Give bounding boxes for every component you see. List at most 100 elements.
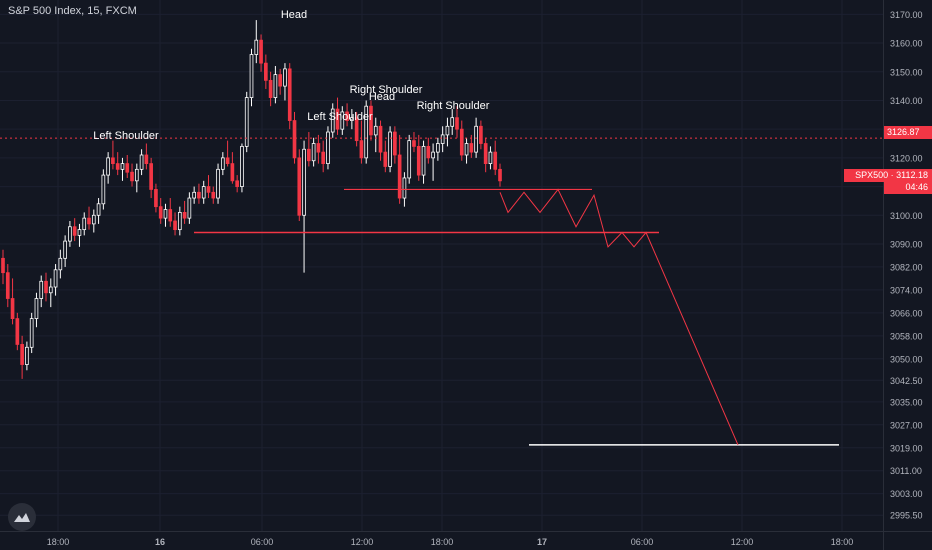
candle-down	[345, 111, 349, 121]
candle-down	[369, 105, 373, 136]
candle-down	[211, 191, 216, 199]
candle-down	[125, 163, 130, 173]
candle-down	[149, 163, 153, 190]
candle-up	[421, 145, 426, 176]
candle-up	[244, 97, 249, 147]
candle-up	[240, 145, 244, 187]
candle-down	[168, 209, 173, 222]
candle-down	[479, 125, 483, 144]
candle-up	[273, 74, 278, 98]
candle-up	[488, 151, 493, 165]
candle-up	[436, 143, 440, 153]
candle-up	[330, 108, 335, 133]
x-tick-label: 12:00	[731, 537, 754, 547]
candle-down	[10, 298, 15, 320]
candle-up	[163, 209, 168, 219]
candle-down	[197, 191, 201, 199]
y-tick-label: 3011.00	[890, 466, 922, 476]
y-tick-label: 3027.00	[890, 420, 923, 430]
x-tick-label: 18:00	[431, 537, 454, 547]
x-tick-label: 06:00	[631, 537, 654, 547]
x-tick-label: 18:00	[47, 537, 70, 547]
candle-up	[58, 257, 63, 271]
candle-up	[254, 39, 259, 55]
candle-up	[201, 186, 206, 199]
x-tick-label: 16	[155, 537, 165, 547]
candle-up	[431, 151, 435, 159]
candle-down	[259, 39, 263, 64]
candle-up	[450, 117, 455, 127]
candle-up	[364, 105, 369, 159]
candle-down	[383, 151, 388, 167]
candle-down	[316, 143, 321, 153]
y-tick-label: 3003.00	[890, 489, 923, 499]
candle-down	[493, 151, 498, 170]
candle-down	[130, 171, 134, 182]
candle-up	[53, 269, 58, 288]
candle-down	[469, 143, 474, 153]
y-tick-label: 3066.00	[890, 308, 923, 318]
candle-up	[402, 177, 407, 199]
candle-down	[307, 148, 311, 162]
candle-down	[268, 79, 273, 98]
candle-up	[34, 298, 39, 320]
candle-down	[111, 157, 115, 165]
candle-down	[378, 125, 383, 153]
candle-up	[139, 154, 144, 170]
price-axis-border	[883, 0, 884, 550]
candle-up	[68, 226, 72, 242]
candle-up	[177, 211, 182, 231]
grid-lines	[0, 0, 883, 531]
candle-down	[1, 257, 5, 274]
y-tick-label: 3042.50	[890, 376, 923, 386]
candle-up	[326, 131, 330, 165]
y-axis-labels: 3170.003160.003150.003140.003130.003120.…	[890, 10, 923, 521]
tradingview-logo-icon[interactable]	[8, 503, 36, 531]
candle-down	[87, 217, 91, 225]
candle-up	[216, 168, 220, 199]
candle-up	[311, 143, 316, 162]
time-axis-border	[0, 531, 932, 532]
candle-up	[77, 229, 82, 236]
candle-down	[393, 131, 397, 156]
pattern-overlays	[0, 137, 883, 446]
y-tick-label: 3035.00	[890, 397, 923, 407]
pattern-annotations: Head Left Shoulder Left Shoulder Right S…	[93, 9, 489, 142]
symbol-price-tag: SPX500 · 3112.18	[844, 169, 932, 182]
candle-up	[464, 143, 469, 156]
candle-up	[96, 203, 101, 216]
candle-down	[158, 206, 163, 219]
candle-down	[297, 157, 302, 216]
candle-down	[498, 168, 502, 182]
y-tick-label: 3082.00	[890, 262, 923, 272]
candle-down	[72, 226, 77, 236]
candle-down	[115, 163, 120, 170]
candle-up	[445, 125, 450, 136]
candle-up	[39, 280, 44, 299]
candle-down	[292, 120, 297, 159]
candle-down	[182, 211, 187, 219]
candle-up	[82, 217, 87, 231]
candle-down	[154, 189, 158, 208]
candle-up	[440, 134, 445, 144]
candle-down	[455, 117, 459, 130]
candle-down	[287, 68, 292, 121]
candle-up	[350, 117, 354, 121]
candle-down	[426, 145, 431, 159]
candle-up	[283, 68, 287, 87]
x-axis-labels: 18:00 16 06:00 12:00 18:00 17 06:00 12:00 18:00	[47, 537, 854, 547]
y-tick-label: 3160.00	[890, 39, 923, 49]
candle-up	[302, 148, 306, 216]
candle-down	[230, 163, 235, 182]
candle-up	[25, 346, 29, 365]
candle-up	[120, 163, 125, 170]
candle-up	[101, 174, 106, 205]
candle-up	[192, 191, 196, 199]
candle-up	[91, 214, 96, 225]
annotation-right-shoulder-2: Right Shoulder	[417, 100, 490, 112]
candle-down	[20, 344, 24, 365]
candle-down	[335, 108, 340, 130]
candle-up	[106, 157, 110, 176]
candle-up	[373, 125, 378, 136]
